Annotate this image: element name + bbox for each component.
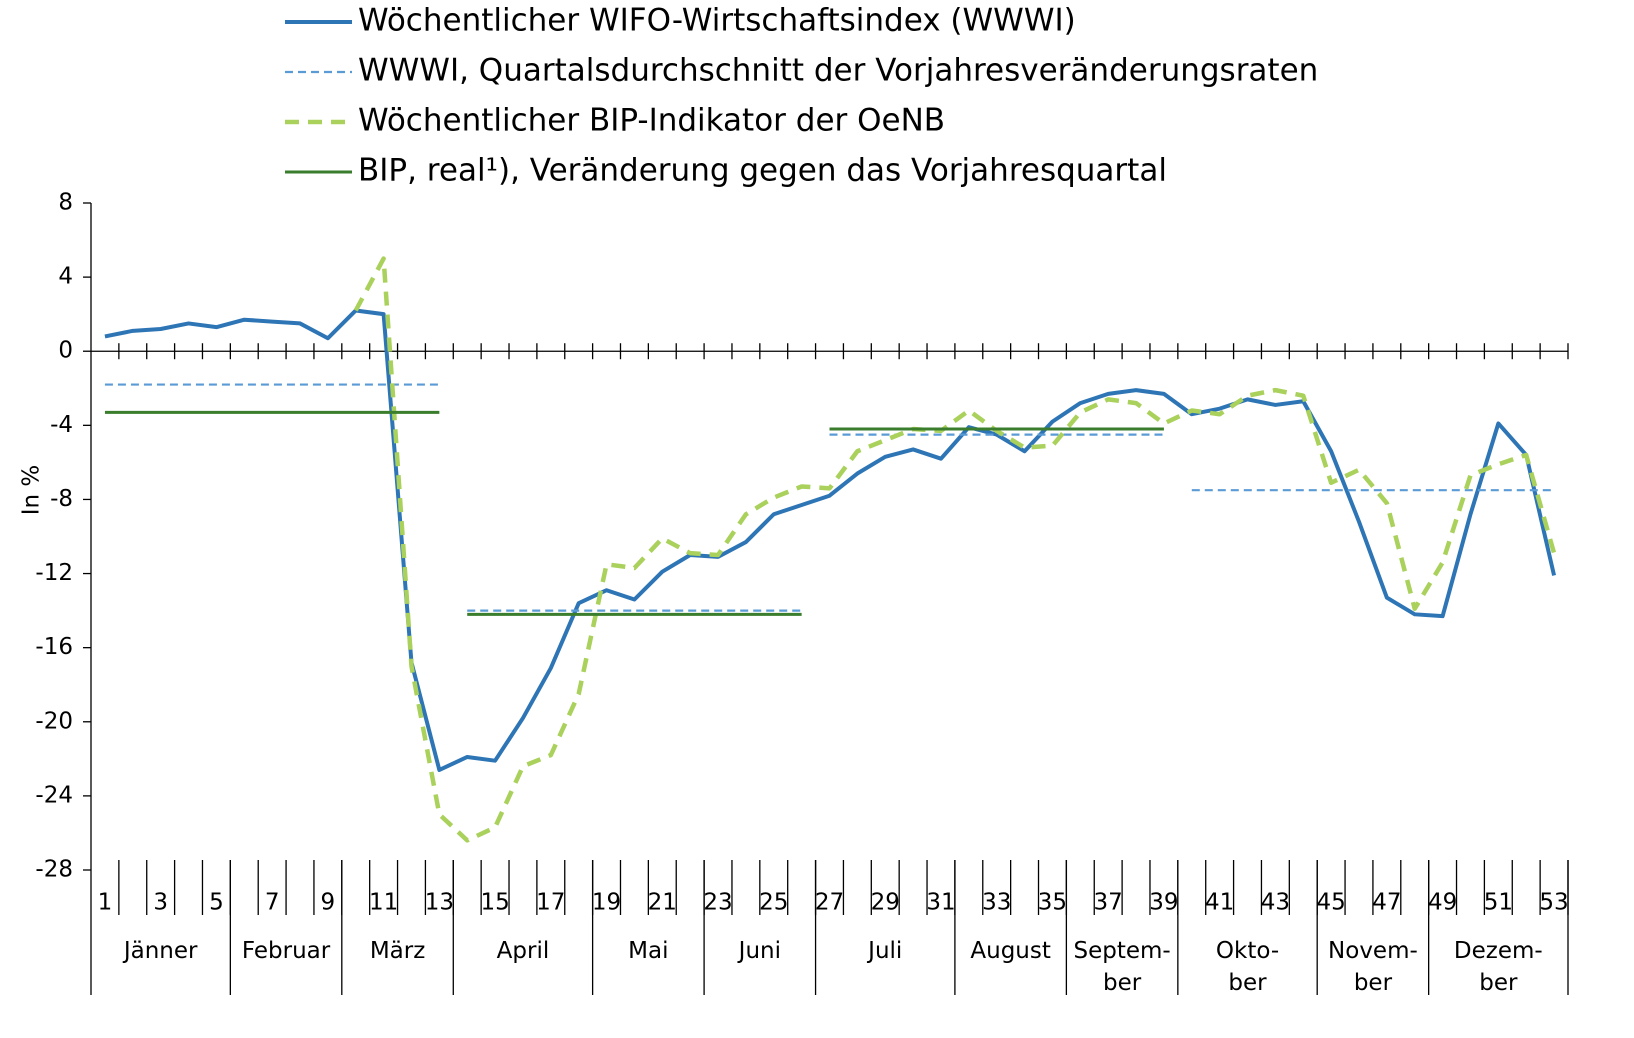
y-tick-label: -24 <box>35 782 73 808</box>
month-label-line: Okto- <box>1216 938 1279 964</box>
x-tick-label: 49 <box>1428 890 1457 916</box>
month-label-line: Dezem- <box>1454 938 1543 964</box>
x-tick-label: 43 <box>1261 890 1290 916</box>
month-label-line: ber <box>1228 970 1267 996</box>
month-label: Juli <box>866 938 902 964</box>
month-label-line: ber <box>1479 970 1518 996</box>
legend-label: BIP, real¹), Veränderung gegen das Vorja… <box>358 153 1167 189</box>
x-tick-label: 11 <box>369 890 398 916</box>
month-label: Februar <box>242 938 331 964</box>
x-tick-label: 31 <box>926 890 955 916</box>
month-label-line: Februar <box>242 938 331 964</box>
legend-label: WWWI, Quartalsdurchschnitt der Vorjahres… <box>358 53 1318 89</box>
month-label: Juni <box>737 938 781 964</box>
x-tick-label: 21 <box>648 890 677 916</box>
legend-label: Wöchentlicher BIP-Indikator der OeNB <box>358 103 945 139</box>
y-tick-label: 4 <box>58 264 73 290</box>
x-tick-label: 35 <box>1038 890 1067 916</box>
y-tick-label: -12 <box>35 560 73 586</box>
x-tick-label: 27 <box>815 890 844 916</box>
x-tick-label: 5 <box>209 890 224 916</box>
y-tick-label: -4 <box>50 412 73 438</box>
x-tick-label: 17 <box>536 890 565 916</box>
x-tick-label: 25 <box>759 890 788 916</box>
month-label-line: Jänner <box>122 938 198 964</box>
month-label: April <box>497 938 550 964</box>
month-label-line: Septem- <box>1073 938 1170 964</box>
month-label-line: April <box>497 938 550 964</box>
x-tick-label: 3 <box>153 890 168 916</box>
y-tick-label: 8 <box>58 190 73 216</box>
x-tick-label: 29 <box>871 890 900 916</box>
x-tick-label: 9 <box>321 890 336 916</box>
x-tick-label: 37 <box>1094 890 1123 916</box>
month-label: Septem-ber <box>1073 938 1170 996</box>
x-tick-label: 19 <box>592 890 621 916</box>
series-line <box>353 256 1557 843</box>
x-tick-label: 47 <box>1372 890 1401 916</box>
legend-label: Wöchentlicher WIFO-Wirtschaftsindex (WWW… <box>358 3 1076 39</box>
month-label: Novem-ber <box>1328 938 1418 996</box>
month-label: Jänner <box>122 938 198 964</box>
x-tick-label: 53 <box>1539 890 1568 916</box>
x-tick-label: 15 <box>480 890 509 916</box>
x-tick-label: 13 <box>425 890 454 916</box>
y-tick-label: -20 <box>35 708 73 734</box>
x-tick-label: 33 <box>982 890 1011 916</box>
y-axis-label: In % <box>19 465 45 516</box>
x-tick-label: 45 <box>1316 890 1345 916</box>
month-label: Mai <box>628 938 668 964</box>
month-label: Okto-ber <box>1216 938 1279 996</box>
x-tick-label: 39 <box>1149 890 1178 916</box>
month-label: Dezem-ber <box>1454 938 1543 996</box>
month-label-line: Juli <box>866 938 902 964</box>
month-label-line: März <box>370 938 425 964</box>
x-tick-label: 51 <box>1484 890 1513 916</box>
month-label-line: ber <box>1354 970 1393 996</box>
x-tick-label: 7 <box>265 890 280 916</box>
x-tick-label: 1 <box>98 890 113 916</box>
x-tick-label: 23 <box>703 890 732 916</box>
y-tick-label: -16 <box>35 634 73 660</box>
month-label: März <box>370 938 425 964</box>
y-tick-label: 0 <box>58 338 73 364</box>
y-tick-label: -8 <box>50 486 73 512</box>
series-line <box>104 308 1557 772</box>
y-tick-label: -28 <box>35 857 73 883</box>
month-label-line: ber <box>1103 970 1142 996</box>
month-label-line: Juni <box>737 938 781 964</box>
x-tick-label: 41 <box>1205 890 1234 916</box>
month-label-line: Mai <box>628 938 668 964</box>
month-label: August <box>970 938 1051 964</box>
month-label-line: Novem- <box>1328 938 1418 964</box>
month-label-line: August <box>970 938 1051 964</box>
